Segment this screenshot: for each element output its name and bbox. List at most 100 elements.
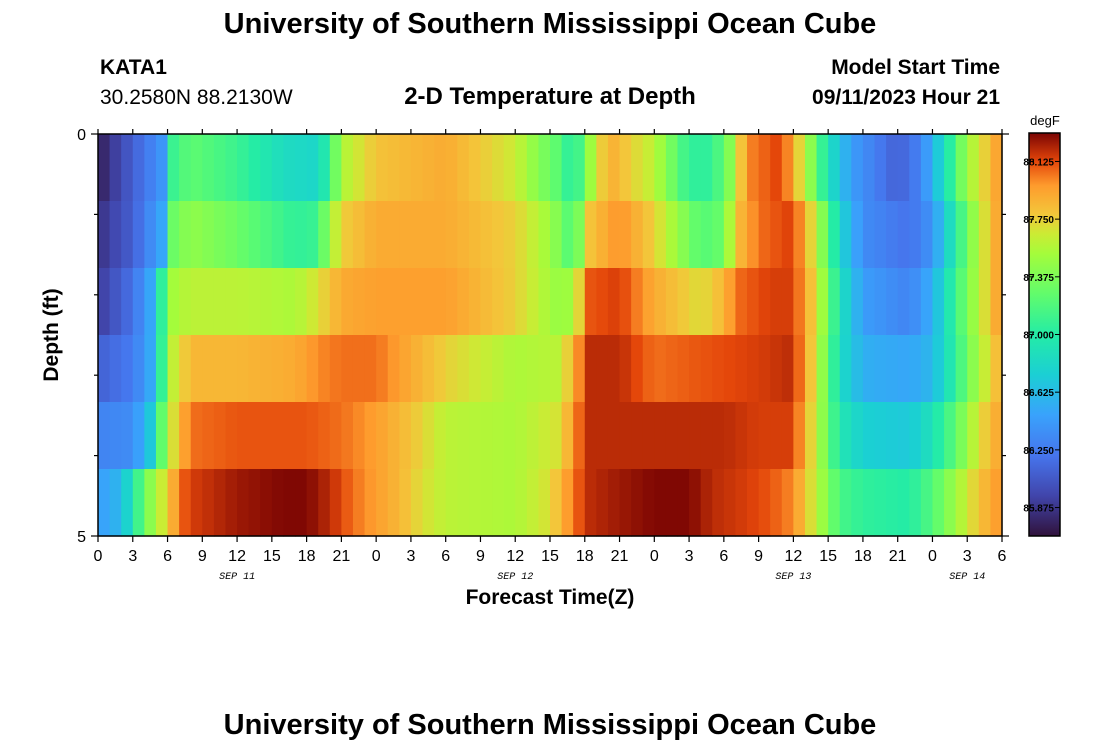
heatmap-cell xyxy=(886,402,899,470)
heatmap-cell xyxy=(619,268,632,336)
heatmap-cell xyxy=(920,134,934,202)
heatmap-cell xyxy=(619,201,632,269)
heatmap-cell xyxy=(909,134,922,202)
heatmap-cell xyxy=(770,469,783,537)
heatmap-cell xyxy=(712,201,725,269)
heatmap-cell xyxy=(654,402,667,470)
heatmap-cell xyxy=(295,268,308,336)
heatmap-cell xyxy=(526,402,540,470)
heatmap-cell xyxy=(329,469,342,537)
heatmap-cell xyxy=(909,201,922,269)
heatmap-cell xyxy=(735,469,748,537)
heatmap-cell xyxy=(515,268,528,336)
heatmap-cell xyxy=(295,134,308,202)
heatmap-cell xyxy=(677,134,690,202)
heatmap-cell xyxy=(747,469,760,537)
heatmap-cell xyxy=(596,201,609,269)
heatmap-cell xyxy=(978,201,992,269)
heatmap-cell xyxy=(132,201,145,269)
colorbar-ticks: 88.125 87.750 87.375 87.000 86.625 86.250 85.8… xyxy=(1023,157,1060,515)
heatmap-cell xyxy=(457,335,470,403)
heatmap-cell xyxy=(758,402,771,470)
heatmap-cell xyxy=(144,134,157,202)
heatmap-cell xyxy=(237,268,250,336)
heatmap-cell xyxy=(723,201,737,269)
heatmap-cell xyxy=(944,268,957,336)
heatmap-cell xyxy=(410,134,424,202)
heatmap-cell xyxy=(607,268,621,336)
day-label: SEP 11 xyxy=(219,572,255,583)
day-label: SEP 14 xyxy=(949,572,985,583)
x-axis-title: Forecast Time(Z) xyxy=(466,586,635,609)
heatmap-cell xyxy=(422,201,435,269)
heatmap-cell xyxy=(747,268,760,336)
heatmap-cell xyxy=(480,335,493,403)
heatmap-cell xyxy=(839,335,852,403)
heatmap-cell xyxy=(584,201,597,269)
heatmap-cell xyxy=(804,402,818,470)
colorbar-tick-label: 87.375 xyxy=(1023,273,1054,284)
heatmap-cell xyxy=(225,402,238,470)
heatmap-cell xyxy=(955,402,968,470)
heatmap-cell xyxy=(132,402,145,470)
heatmap-cell xyxy=(445,469,458,537)
heatmap-cell xyxy=(573,268,586,336)
x-tick-label: 9 xyxy=(198,548,207,565)
heatmap-cell xyxy=(654,201,667,269)
heatmap-cell xyxy=(248,201,261,269)
heatmap-cell xyxy=(341,268,354,336)
heatmap-cell xyxy=(271,469,285,537)
heatmap-cell xyxy=(503,402,516,470)
heatmap-cell xyxy=(167,402,180,470)
heatmap-cell xyxy=(828,201,841,269)
heatmap-cell xyxy=(944,402,957,470)
heatmap-cell xyxy=(642,402,655,470)
heatmap-cell xyxy=(804,134,818,202)
heatmap-cell xyxy=(306,335,319,403)
heatmap-cell xyxy=(874,402,887,470)
heatmap-cell xyxy=(341,402,354,470)
heatmap-cell xyxy=(503,469,516,537)
heatmap-cell xyxy=(781,134,794,202)
heatmap-cell xyxy=(260,268,273,336)
heatmap-cell xyxy=(758,335,771,403)
heatmap-cell xyxy=(538,469,551,537)
heatmap-cell xyxy=(967,335,980,403)
heatmap-cell xyxy=(561,469,574,537)
heatmap-cell xyxy=(550,469,563,537)
heatmap-cell xyxy=(271,402,285,470)
heatmap-cell xyxy=(793,268,806,336)
heatmap-cell xyxy=(932,134,945,202)
heatmap-cell xyxy=(770,335,783,403)
heatmap-cell xyxy=(723,402,737,470)
heatmap-cell xyxy=(121,335,134,403)
x-tick-label: 6 xyxy=(163,548,172,565)
x-tick-label: 3 xyxy=(685,548,694,565)
heatmap-cell xyxy=(318,134,331,202)
heatmap-cell xyxy=(248,469,261,537)
heatmap-cell xyxy=(781,469,794,537)
heatmap-cell xyxy=(828,469,841,537)
heatmap-cell xyxy=(654,134,667,202)
heatmap-cell xyxy=(515,335,528,403)
heatmap-cell xyxy=(538,335,551,403)
heatmap-cell xyxy=(874,134,887,202)
footer-title: University of Southern Mississippi Ocean… xyxy=(223,709,877,741)
heatmap-cell xyxy=(839,134,852,202)
heatmap-cell xyxy=(132,335,145,403)
heatmap-cell xyxy=(712,335,725,403)
heatmap-cell xyxy=(202,134,215,202)
heatmap-cell xyxy=(793,469,806,537)
heatmap-cell xyxy=(434,469,447,537)
heatmap-cell xyxy=(468,402,482,470)
heatmap-cell xyxy=(179,134,192,202)
heatmap-cell xyxy=(920,402,934,470)
heatmap-cell xyxy=(851,335,864,403)
heatmap-cell xyxy=(770,268,783,336)
heatmap-cell xyxy=(526,201,540,269)
heatmap-cell xyxy=(712,402,725,470)
heatmap-cell xyxy=(109,469,122,537)
heatmap-cell xyxy=(828,402,841,470)
heatmap-cell xyxy=(607,402,621,470)
heatmap-cell xyxy=(909,335,922,403)
